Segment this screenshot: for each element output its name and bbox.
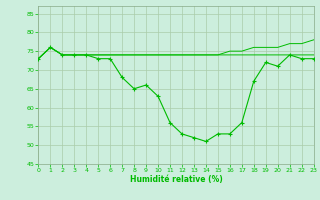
X-axis label: Humidité relative (%): Humidité relative (%) [130,175,222,184]
